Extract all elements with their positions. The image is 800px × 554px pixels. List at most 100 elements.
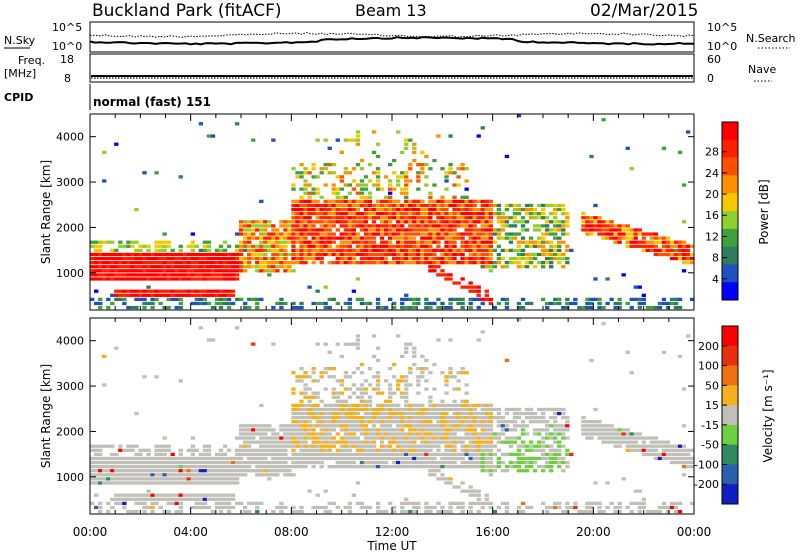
velocity-cell: [629, 436, 634, 440]
power-cell: [202, 265, 208, 269]
velocity-cell: [311, 416, 316, 420]
power-cell: [243, 305, 248, 310]
power-cell: [432, 183, 437, 187]
velocity-cell: [134, 477, 139, 481]
time-axis-labels: 00:00 04:00 08:00 12:00 16:00 20:00 00:00: [73, 525, 712, 539]
velocity-cell: [162, 452, 167, 457]
velocity-cell: [279, 440, 284, 444]
power-cell: [210, 261, 216, 265]
power-cell: [436, 305, 441, 310]
velocity-cell: [142, 465, 147, 469]
y-tick-label: 4000: [56, 131, 84, 144]
power-cell: [673, 248, 679, 253]
velocity-cell: [625, 428, 630, 432]
power-cell: [480, 224, 485, 228]
power-cell: [114, 273, 119, 277]
velocity-cell: [524, 456, 530, 461]
power-cell: [444, 305, 449, 310]
velocity-cell: [251, 424, 256, 428]
velocity-cell: [557, 424, 562, 428]
power-cell: [351, 228, 357, 232]
power-cell: [238, 269, 244, 273]
velocity-cell: [138, 477, 143, 481]
velocity-cell: [327, 444, 332, 448]
velocity-cell: [420, 403, 425, 408]
velocity-cell: [367, 452, 373, 457]
velocity-cell: [528, 460, 534, 465]
colorbar-segment: [722, 139, 738, 158]
velocity-cell: [500, 432, 506, 436]
power-cell: [677, 240, 683, 244]
power-cell: [387, 232, 393, 236]
velocity-cell: [323, 407, 328, 412]
velocity-cell: [247, 424, 252, 428]
power-cell: [673, 240, 679, 244]
velocity-cell: [557, 440, 562, 444]
velocity-cell: [605, 436, 610, 440]
velocity-cell: [247, 440, 252, 444]
velocity-cell: [524, 444, 530, 448]
power-cell: [436, 228, 441, 232]
velocity-cell: [440, 420, 445, 424]
power-cell: [468, 289, 473, 293]
power-cell: [287, 269, 292, 273]
power-cell: [247, 232, 252, 236]
velocity-cell: [134, 411, 139, 416]
velocity-cell: [484, 420, 489, 424]
power-cell: [186, 252, 191, 257]
velocity-cell: [315, 444, 320, 448]
power-cell: [190, 301, 195, 306]
velocity-cell: [460, 420, 465, 424]
power-cell: [416, 220, 421, 224]
velocity-cell: [142, 460, 147, 465]
power-cell: [315, 138, 320, 142]
power-cell: [593, 228, 598, 232]
velocity-cell: [512, 465, 518, 469]
power-cell: [396, 212, 401, 216]
velocity-cell: [315, 440, 320, 444]
velocity-cell: [343, 436, 349, 440]
power-cell: [363, 220, 369, 224]
velocity-cell: [347, 448, 353, 452]
velocity-cell: [581, 420, 586, 424]
velocity-cell: [335, 448, 340, 452]
velocity-cell: [488, 411, 493, 416]
velocity-cell: [327, 428, 332, 432]
power-cell: [190, 244, 195, 248]
power-cell: [633, 244, 638, 248]
power-cell: [198, 297, 204, 302]
power-cell: [150, 273, 155, 277]
power-cell: [299, 240, 304, 244]
velocity-cell: [609, 428, 614, 432]
power-cell: [371, 203, 377, 208]
power-cell: [359, 183, 365, 187]
velocity-cell: [367, 407, 373, 412]
power-cell: [408, 248, 413, 253]
power-cell: [661, 146, 667, 150]
power-cell: [363, 228, 369, 232]
power-cell: [275, 252, 280, 257]
velocity-cell: [420, 371, 425, 375]
velocity-cell: [488, 460, 493, 465]
velocity-cell: [549, 460, 554, 465]
power-cell: [392, 232, 397, 236]
power-cell: [299, 207, 304, 212]
power-cell: [428, 269, 433, 273]
power-cell: [565, 212, 570, 216]
power-cell: [255, 256, 260, 261]
power-cell: [355, 277, 361, 281]
velocity-cell: [150, 501, 155, 506]
power-cell: [653, 244, 659, 248]
power-cell: [371, 232, 377, 236]
velocity-cell: [271, 436, 276, 440]
power-cell: [400, 171, 405, 175]
power-cell: [464, 216, 469, 220]
velocity-cell: [464, 420, 469, 424]
velocity-cell: [637, 489, 642, 493]
velocity-cell: [561, 424, 566, 428]
power-cell: [182, 293, 187, 297]
power-cell: [677, 248, 683, 253]
velocity-cell: [234, 469, 240, 473]
velocity-cell: [452, 440, 457, 444]
power-cell: [130, 293, 135, 297]
